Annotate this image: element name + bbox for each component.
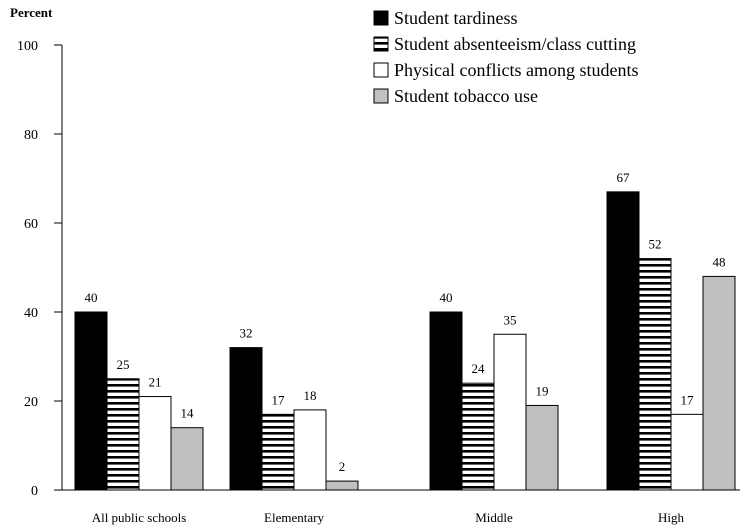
- bar: [702, 275, 736, 491]
- data-label: 21: [149, 375, 162, 390]
- bar: [606, 191, 640, 491]
- category-label: Middle: [475, 510, 513, 525]
- category-labels: All public schools Elementary Middle High: [92, 510, 685, 525]
- data-label: 2: [339, 459, 346, 474]
- data-label: 17: [681, 392, 695, 407]
- category-label: Elementary: [264, 510, 324, 525]
- category-label: High: [658, 510, 685, 525]
- y-tick-label: 100: [17, 39, 38, 54]
- y-tick-label: 40: [24, 306, 38, 321]
- data-labels: 40 25 21 14 32 17 18 2 40 24 35 19 67 52 17 48: [85, 170, 726, 474]
- y-tick-label: 20: [24, 395, 38, 410]
- bar: [229, 347, 263, 491]
- data-label: 18: [304, 388, 317, 403]
- data-label: 19: [536, 383, 549, 398]
- y-tick-label: 60: [24, 217, 38, 232]
- bar: [670, 413, 704, 491]
- bar: [461, 382, 495, 491]
- data-label: 40: [85, 290, 98, 305]
- bar: [261, 413, 295, 491]
- legend-swatch: [373, 10, 389, 26]
- legend-swatch: [373, 36, 389, 52]
- legend-label: Student tardiness: [394, 8, 518, 28]
- bar: [106, 378, 140, 491]
- data-label: 35: [504, 312, 517, 327]
- bar: [170, 427, 204, 491]
- y-tick-label: 80: [24, 128, 38, 143]
- y-tick-label: 0: [31, 484, 38, 499]
- legend-label: Student tobacco use: [394, 86, 538, 106]
- data-label: 52: [649, 237, 662, 252]
- bar: [325, 480, 359, 491]
- bar: [525, 404, 559, 491]
- legend: Student tardiness Student absenteeism/cla…: [373, 8, 638, 106]
- category-label: All public schools: [92, 510, 187, 525]
- bar: [429, 311, 463, 491]
- bar: [74, 311, 108, 491]
- data-label: 17: [272, 392, 286, 407]
- bars: [74, 191, 736, 491]
- y-axis-title: Percent: [10, 5, 53, 20]
- legend-label: Physical conflicts among students: [394, 60, 638, 80]
- y-axis: 0 20 40 60 80 100: [17, 39, 63, 499]
- bar: [138, 396, 172, 491]
- bar: [293, 409, 327, 491]
- data-label: 32: [240, 326, 253, 341]
- legend-swatch: [373, 88, 389, 104]
- bar: [638, 258, 672, 491]
- data-label: 67: [617, 170, 631, 185]
- data-label: 25: [117, 357, 130, 372]
- data-label: 40: [440, 290, 453, 305]
- bar: [493, 333, 527, 491]
- data-label: 24: [472, 361, 486, 376]
- data-label: 48: [713, 254, 726, 269]
- legend-label: Student absenteeism/class cutting: [394, 34, 636, 54]
- legend-swatch: [373, 62, 389, 78]
- data-label: 14: [181, 406, 195, 421]
